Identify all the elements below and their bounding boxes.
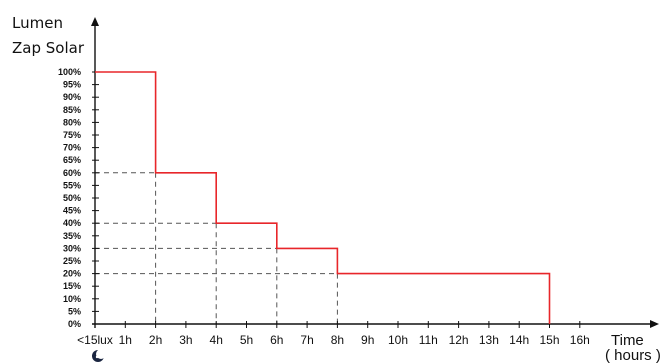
x-tick-label: 14h [509,333,529,347]
y-axis-arrow [91,17,99,26]
x-tick-label: 11h [419,333,438,347]
reference-lines [95,172,338,324]
y-tick-label: 65% [63,155,81,165]
y-axis-title-line2: Zap Solar [12,39,85,57]
x-tick-label: 1h [119,333,132,347]
y-tick-label: 40% [63,218,81,228]
y-tick-label: 95% [63,80,81,90]
axes [91,17,659,328]
y-tick-label: 45% [63,206,81,216]
y-tick-label: 60% [63,168,81,178]
x-tick-label: <15lux [77,333,113,347]
x-tick-label: 9h [361,333,374,347]
moon-night-icon [92,349,106,362]
series-line-0 [95,71,551,324]
y-tick-label: 100% [58,67,81,77]
x-axis-ticks: <15lux 1h 2h 3h 4h 5h 6h 7h 8h 9h 10h 11h 12h 13h 14h 1… [77,321,590,347]
series-group [94,71,551,325]
y-tick-label: 70% [63,143,81,153]
x-tick-label: 10h [388,333,408,347]
x-tick-label: 13h [479,333,499,347]
x-tick-label: 12h [449,333,469,347]
x-tick-label: 8h [331,333,344,347]
x-axis-title-line2: ( hours ) [605,347,661,363]
x-tick-label: 2h [149,333,162,347]
y-tick-label: 5% [68,306,81,316]
y-tick-label: 85% [63,105,81,115]
x-tick-label: 4h [210,333,223,347]
y-axis-ticks: 0% 5% 10% 15% 20% 25% 30% 35% 40% 45% 50% 55% 60% 65%… [58,67,99,329]
x-tick-label: 5h [240,333,253,347]
y-tick-label: 35% [63,231,81,241]
y-axis-title-line1: Lumen [12,14,63,32]
y-tick-label: 80% [63,117,81,127]
x-tick-label: 16h [570,333,590,347]
y-tick-label: 55% [63,180,81,190]
x-axis-arrow [650,320,659,328]
y-tick-label: 20% [63,269,81,279]
x-tick-label: 3h [179,333,192,347]
y-tick-label: 0% [68,319,81,329]
y-tick-label: 25% [63,256,81,266]
y-tick-label: 50% [63,193,81,203]
y-tick-label: 30% [63,243,81,253]
y-tick-label: 75% [63,130,81,140]
y-tick-label: 15% [63,281,81,291]
x-tick-label: 15h [539,333,559,347]
x-axis-title-line1: Time [611,332,644,349]
y-tick-label: 90% [63,92,81,102]
x-tick-label: 6h [270,333,283,347]
x-tick-label: 7h [300,333,313,347]
y-tick-label: 10% [63,294,81,304]
